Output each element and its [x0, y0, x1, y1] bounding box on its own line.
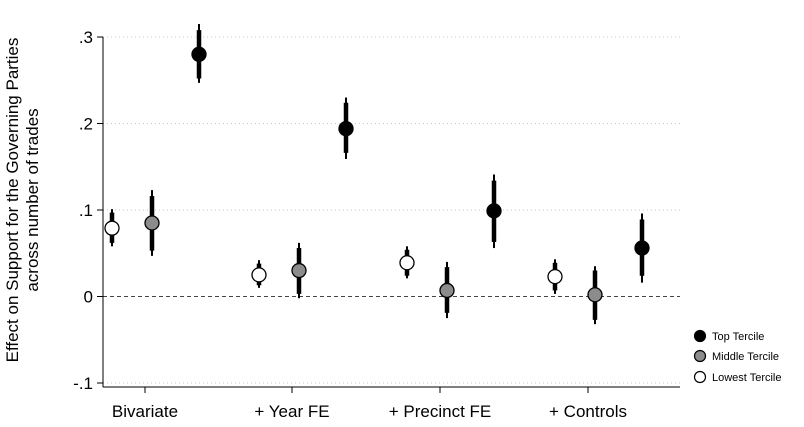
legend-marker: [693, 370, 707, 384]
series-lowest-tercile: [104, 209, 563, 294]
point-estimate: [486, 203, 502, 219]
axes-layer: -.1 0 .1 .2 .3 Bivariate + Year FE + Precinct F…: [73, 28, 680, 421]
series-middle-tercile: [144, 190, 603, 325]
legend-label: Middle Tercile: [712, 351, 779, 363]
y-tick-label: .1: [79, 201, 93, 220]
series-top-tercile: [191, 24, 650, 283]
legend-label: Top Tercile: [712, 331, 764, 343]
point-estimate: [191, 46, 207, 62]
y-tick-label: -.1: [73, 374, 93, 393]
point-estimate: [338, 121, 354, 137]
legend-label: Lowest Tercile: [712, 372, 782, 384]
legend: Top Tercile Middle Tercile Lowest Tercile: [693, 329, 782, 384]
grid-layer: [103, 36, 680, 384]
point-estimate: [104, 220, 120, 236]
legend-marker: [693, 329, 707, 343]
point-estimate: [144, 215, 160, 231]
y-axis-label-line2: across number of trades: [23, 108, 42, 291]
x-tick-label: Bivariate: [112, 402, 178, 421]
point-estimate: [634, 240, 650, 256]
point-estimate: [291, 262, 307, 279]
point-estimate: [399, 255, 415, 271]
point-estimate: [547, 268, 563, 285]
x-tick-label: + Controls: [549, 402, 627, 421]
y-tick-label: .2: [79, 115, 93, 134]
y-tick-label: .3: [79, 28, 93, 47]
x-tick-label: + Precinct FE: [389, 402, 492, 421]
point-estimate: [587, 287, 603, 303]
point-estimate: [251, 267, 267, 283]
point-estimate: [439, 282, 455, 299]
legend-marker: [693, 349, 707, 363]
y-tick-label: 0: [84, 288, 93, 307]
marks-layer: [104, 24, 650, 325]
y-axis-label-line1: Effect on Support for the Governing Part…: [3, 38, 22, 363]
x-tick-label: + Year FE: [254, 402, 329, 421]
